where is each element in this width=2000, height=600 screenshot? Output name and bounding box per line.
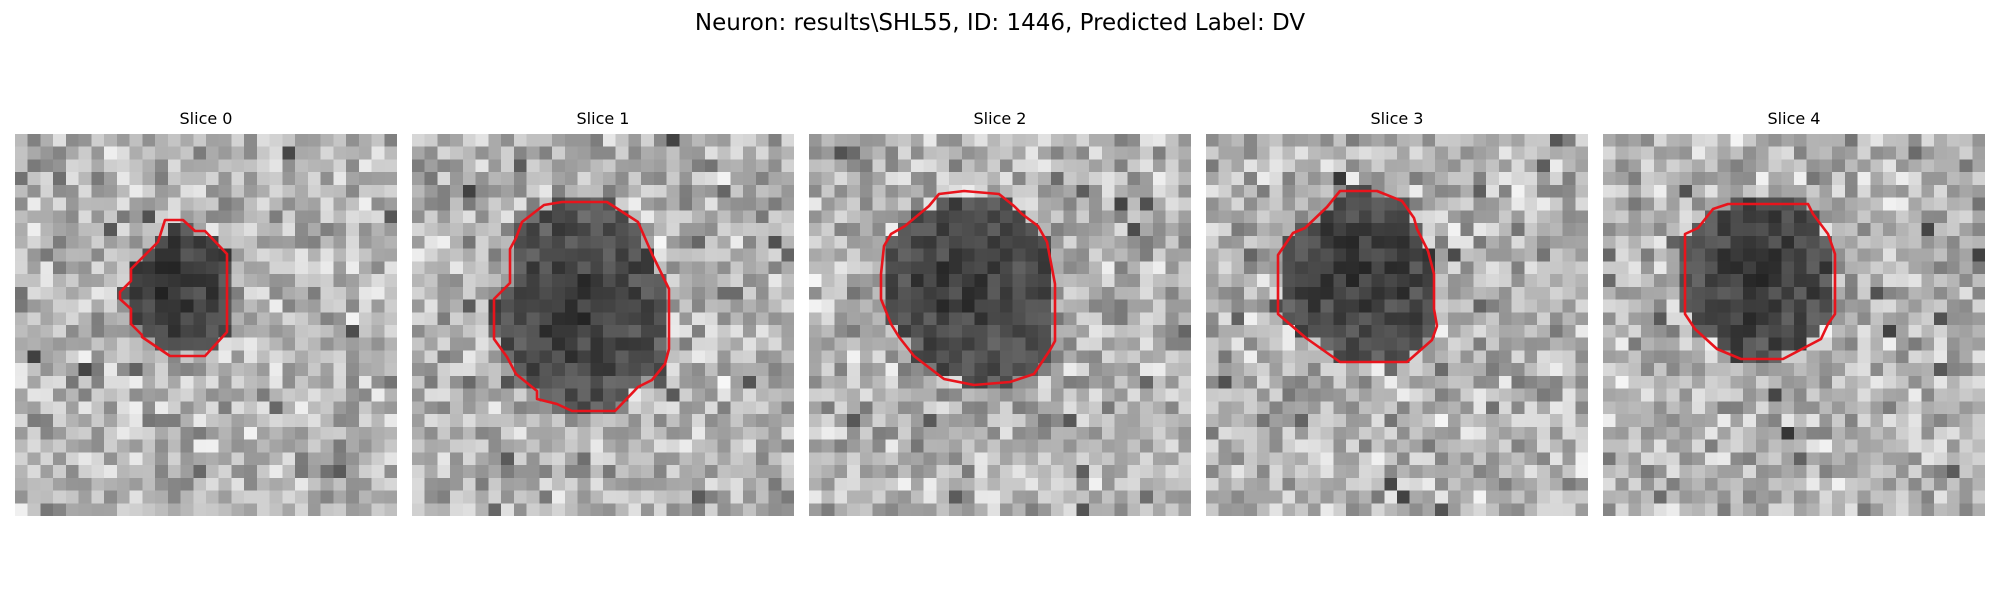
- slice-title: Slice 4: [1603, 107, 1985, 131]
- slice-image: [412, 134, 794, 516]
- figure-title: Neuron: results\SHL55, ID: 1446, Predict…: [0, 6, 2000, 40]
- slice-image: [1206, 134, 1588, 516]
- slice-title: Slice 1: [412, 107, 794, 131]
- slice-image: [809, 134, 1191, 516]
- slice-title: Slice 3: [1206, 107, 1588, 131]
- slice-title: Slice 2: [809, 107, 1191, 131]
- slice-title: Slice 0: [15, 107, 397, 131]
- slice-image: [1603, 134, 1985, 516]
- slice-image: [15, 134, 397, 516]
